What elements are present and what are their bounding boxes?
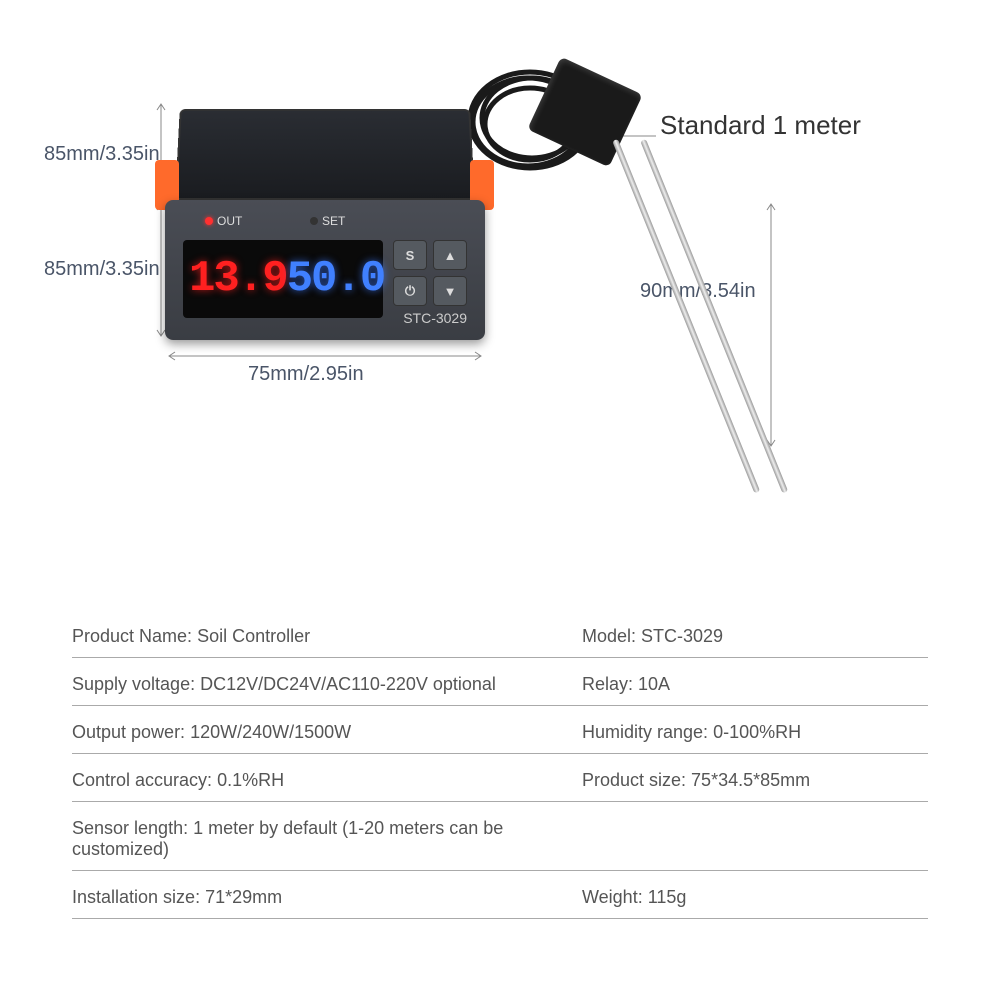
model-label: STC-3029 [403,310,467,326]
spec-row: Sensor length: 1 meter by default (1-20 … [72,802,928,871]
led-set-label: SET [322,214,345,228]
spec-value: 115g [648,887,687,907]
spec-value: 0.1%RH [217,770,284,790]
spec-value: STC-3029 [641,626,723,646]
led-out-label: OUT [217,214,242,228]
spec-cell-right: Weight: 115g [582,887,928,908]
led-set: SET [310,214,345,228]
spec-row: Output power: 120W/240W/1500WHumidity ra… [72,706,928,754]
spec-label: Weight: [582,887,648,907]
spec-cell-left: Supply voltage: DC12V/DC24V/AC110-220V o… [72,674,582,695]
spec-value: 0-100%RH [713,722,801,742]
arrow-probe [765,200,777,450]
spec-label: Output power: [72,722,190,742]
spec-cell-left: Sensor length: 1 meter by default (1-20 … [72,818,582,860]
spec-cell-right [582,818,928,860]
spec-cell-right: Humidity range: 0-100%RH [582,722,928,743]
spec-cell-left: Product Name: Soil Controller [72,626,582,647]
spec-value: 71*29mm [205,887,282,907]
button-power-icon: ⏻ [393,276,427,306]
spec-table: Product Name: Soil ControllerModel: STC-… [72,610,928,919]
led-dot-off [310,217,318,225]
spec-value: DC12V/DC24V/AC110-220V optional [200,674,496,694]
dim-width: 75mm/2.95in [248,363,364,386]
spec-cell-right: Product size: 75*34.5*85mm [582,770,928,791]
spec-label: Installation size: [72,887,205,907]
spec-label: Model: [582,626,641,646]
spec-value: Soil Controller [197,626,310,646]
cable-length-label: Standard 1 meter [660,110,861,141]
display-screen: 13.9 50.0 [183,240,383,318]
arrow-width [165,350,485,362]
dim-height: 85mm/3.35in [44,258,160,281]
spec-label: Relay: [582,674,638,694]
device-front-panel: OUT SET 13.9 50.0 S ▲ ⏻ ▼ STC-3029 [165,200,485,340]
button-s: S [393,240,427,270]
display-value-blue: 50.0 [287,254,385,304]
spec-label: Product Name: [72,626,197,646]
spec-row: Supply voltage: DC12V/DC24V/AC110-220V o… [72,658,928,706]
spec-cell-right: Model: STC-3029 [582,626,928,647]
spec-row: Control accuracy: 0.1%RHProduct size: 75… [72,754,928,802]
button-down-icon: ▼ [433,276,467,306]
led-out: OUT [205,214,242,228]
spec-cell-left: Output power: 120W/240W/1500W [72,722,582,743]
spec-row: Product Name: Soil ControllerModel: STC-… [72,610,928,658]
dim-depth: 85mm/3.35in [44,143,160,166]
probe-rod-1 [612,139,760,494]
display-value-red: 13.9 [189,254,287,304]
spec-cell-right: Relay: 10A [582,674,928,695]
spec-label: Humidity range: [582,722,713,742]
spec-cell-left: Control accuracy: 0.1%RH [72,770,582,791]
spec-cell-left: Installation size: 71*29mm [72,887,582,908]
button-grid: S ▲ ⏻ ▼ [393,240,467,306]
spec-value: 75*34.5*85mm [691,770,810,790]
spec-label: Supply voltage: [72,674,200,694]
spec-row: Installation size: 71*29mmWeight: 115g [72,871,928,919]
led-dot-red [205,217,213,225]
button-up-icon: ▲ [433,240,467,270]
device-top-panel [175,109,475,200]
spec-value: 10A [638,674,670,694]
spec-value: 120W/240W/1500W [190,722,351,742]
spec-label: Product size: [582,770,691,790]
spec-label: Control accuracy: [72,770,217,790]
spec-label: Sensor length: [72,818,193,838]
product-diagram: 85mm/3.35in 85mm/3.35in 75mm/2.95in 90mm… [0,0,1000,1000]
